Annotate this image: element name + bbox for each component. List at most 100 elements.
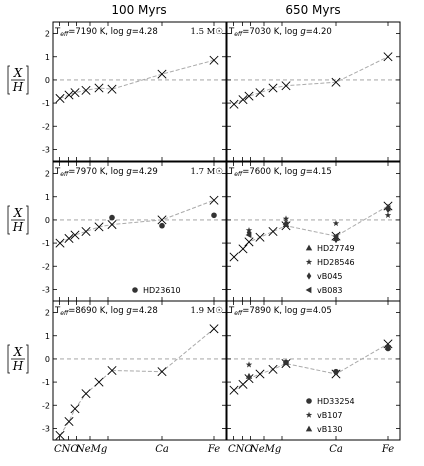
y-label-bracket-right (26, 344, 29, 374)
legend-label: HD27749 (317, 244, 355, 253)
model-point (157, 69, 167, 79)
model-point (157, 215, 167, 225)
panel-frame (226, 161, 401, 302)
observed-point (332, 232, 339, 240)
model-line (59, 199, 215, 244)
observed-point (332, 219, 340, 227)
model-point (70, 88, 80, 98)
model-point (81, 85, 91, 95)
mass-label: 1.7 M☉ (190, 167, 223, 177)
legend-marker (305, 286, 312, 294)
y-label-denominator: H (12, 80, 24, 94)
model-line (59, 59, 215, 99)
x-label-ca: Ca (329, 444, 343, 455)
panel-frame (226, 21, 401, 162)
model-point (244, 237, 254, 247)
legend-label: HD23610 (143, 286, 181, 295)
legend-label: vB045 (317, 272, 343, 281)
y-tick-label: -2 (42, 262, 50, 271)
legend-label: vB107 (317, 411, 343, 420)
legend-marker (306, 398, 312, 404)
model-line (59, 328, 215, 436)
y-tick-label: 2 (45, 309, 50, 318)
model-point (157, 367, 167, 377)
model-point (70, 404, 80, 414)
panel-4: -3 -2 -1 0 1 2 XH Teff=8690 K, log g=4.28 1.9 M☉… (7, 300, 227, 455)
observed-point (211, 212, 217, 219)
y-tick-label: -3 (42, 145, 50, 154)
panel-3: HD27749 HD28546 vB045 vB083 Teff=7600 K, log… (226, 161, 401, 302)
observed-point (159, 222, 165, 229)
model-point (268, 364, 278, 374)
panel-0: -3 -2 -1 0 1 2 XH Teff=7190 K, log g=4.28 1.5 M☉ (7, 21, 227, 162)
y-tick-label: -2 (42, 401, 50, 410)
y-tick-label: -3 (42, 285, 50, 294)
mass-label: 1.9 M☉ (190, 306, 223, 316)
observed-point (282, 215, 290, 222)
model-point (209, 195, 219, 205)
x-label-cno: CNO (54, 444, 79, 455)
column-title-left: 100 Myrs (111, 3, 166, 17)
legend-marker (305, 425, 313, 432)
model-point (81, 389, 91, 399)
x-label-ca: Ca (155, 444, 169, 455)
model-point (268, 83, 278, 93)
panel-frame (52, 21, 227, 162)
panel-1: Teff=7030 K, log g=4.20 (226, 21, 401, 162)
model-point (107, 84, 117, 94)
observed-point (332, 369, 340, 376)
model-point (64, 416, 74, 426)
legend-marker (132, 287, 138, 293)
model-point (281, 81, 291, 91)
model-point (70, 230, 80, 240)
y-tick-label: 2 (45, 170, 50, 179)
model-point (255, 232, 265, 242)
y-label-bracket-right (26, 205, 29, 235)
y-tick-label: 1 (45, 53, 50, 62)
panel-frame (52, 300, 227, 441)
model-point (107, 365, 117, 376)
model-point (94, 377, 104, 387)
x-label-nemg: NeMg (249, 444, 281, 455)
panel-annotation: Teff=7600 K, log g=4.15 (228, 167, 332, 178)
y-label-bracket-right (26, 65, 29, 95)
model-point (55, 93, 65, 103)
y-tick-label: 0 (45, 355, 50, 364)
y-tick-label: -2 (42, 122, 50, 131)
panel-annotation: Teff=8690 K, log g=4.28 (54, 306, 158, 317)
observed-point (245, 231, 252, 239)
column-title-right: 650 Myrs (285, 3, 340, 17)
model-point (94, 222, 104, 232)
model-point (81, 226, 91, 237)
y-label-numerator: X (13, 206, 23, 220)
panel-frame (226, 300, 401, 441)
model-point (209, 55, 219, 65)
legend-label: vB083 (317, 286, 343, 295)
observed-point (384, 205, 391, 212)
model-point (107, 220, 117, 230)
observed-point (245, 372, 253, 379)
model-point (64, 233, 74, 243)
panel-annotation: Teff=7970 K, log g=4.29 (54, 167, 158, 178)
y-tick-label: -1 (42, 239, 50, 248)
y-tick-label: 0 (45, 76, 50, 85)
x-label-cno: CNO (228, 444, 253, 455)
model-point (255, 369, 265, 379)
panel-annotation: Teff=7030 K, log g=4.20 (228, 27, 332, 38)
legend-label: HD28546 (317, 258, 355, 267)
model-line (233, 343, 389, 391)
y-tick-label: 2 (45, 30, 50, 39)
model-point (255, 88, 265, 98)
y-tick-label: -3 (42, 424, 50, 433)
y-label-bracket-left (7, 205, 10, 235)
model-line (233, 56, 389, 105)
model-point (55, 238, 65, 248)
panel-2: -3 -2 -1 0 1 2 XH HD23610 Teff=7970 K, log g=4.2… (7, 161, 227, 302)
y-label-numerator: X (13, 66, 23, 80)
panel-5: HD33254 vB107 vB130 Teff=7890 K, log g=4.05… (226, 300, 401, 455)
model-point (238, 244, 248, 254)
observed-point (384, 211, 392, 219)
model-point (238, 95, 248, 105)
